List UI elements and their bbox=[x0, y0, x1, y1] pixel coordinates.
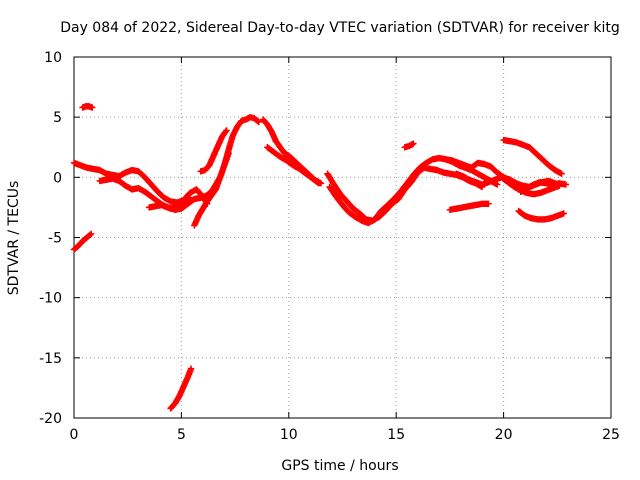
x-tick-label: 25 bbox=[602, 427, 620, 443]
series-arc-21 bbox=[517, 178, 570, 195]
x-axis-label: GPS time / hours bbox=[281, 458, 398, 474]
data-point bbox=[223, 127, 230, 134]
data-point bbox=[86, 231, 94, 238]
data-point bbox=[410, 140, 417, 147]
tick-layer: 0 5 10 15 20 25 -20 -15 -10 -5 0 5 10 bbox=[39, 50, 620, 443]
series-arc-19 bbox=[500, 136, 565, 177]
series-arc-17 bbox=[453, 170, 563, 198]
x-tick-label: 10 bbox=[280, 427, 298, 443]
data-point bbox=[222, 128, 229, 135]
y-tick-label: -5 bbox=[48, 231, 62, 247]
series-arc-10 bbox=[212, 150, 232, 193]
series-arc-20 bbox=[515, 207, 567, 223]
x-tick-label: 15 bbox=[387, 427, 405, 443]
data-point bbox=[560, 210, 567, 217]
y-tick-label: 0 bbox=[53, 170, 62, 186]
y-tick-label: -10 bbox=[39, 291, 62, 307]
data-point bbox=[558, 170, 565, 177]
x-tick-label: 20 bbox=[495, 427, 513, 443]
y-tick-label: -20 bbox=[39, 411, 62, 427]
y-tick-label: -15 bbox=[39, 351, 62, 367]
data-point bbox=[255, 118, 262, 126]
series-arc-18 bbox=[446, 200, 492, 214]
y-tick-label: 10 bbox=[44, 50, 62, 66]
data-point bbox=[485, 200, 492, 208]
series-arc-8 bbox=[197, 127, 230, 175]
data-point bbox=[493, 181, 501, 188]
series-arc-6 bbox=[167, 365, 195, 412]
data-point bbox=[562, 181, 570, 188]
x-tick-label: 5 bbox=[177, 427, 186, 443]
data-point bbox=[225, 150, 232, 157]
series-arc-12 bbox=[264, 144, 323, 187]
data-point bbox=[187, 365, 195, 372]
data-point bbox=[314, 179, 321, 186]
chart-title: Day 084 of 2022, Sidereal Day-to-day VTE… bbox=[60, 20, 620, 36]
y-tick-label: 5 bbox=[53, 110, 62, 126]
x-tick-label: 0 bbox=[70, 427, 79, 443]
series-arc-2 bbox=[70, 230, 95, 253]
data-point bbox=[315, 180, 323, 187]
data-point bbox=[87, 230, 95, 238]
y-axis-label: SDTVAR / TECUs bbox=[6, 181, 22, 296]
data-layer bbox=[70, 103, 570, 412]
data-point bbox=[254, 117, 261, 125]
data-point bbox=[89, 104, 96, 111]
series-arc-15 bbox=[401, 140, 417, 151]
series-arc-3 bbox=[79, 103, 96, 111]
grid-layer bbox=[74, 57, 611, 418]
